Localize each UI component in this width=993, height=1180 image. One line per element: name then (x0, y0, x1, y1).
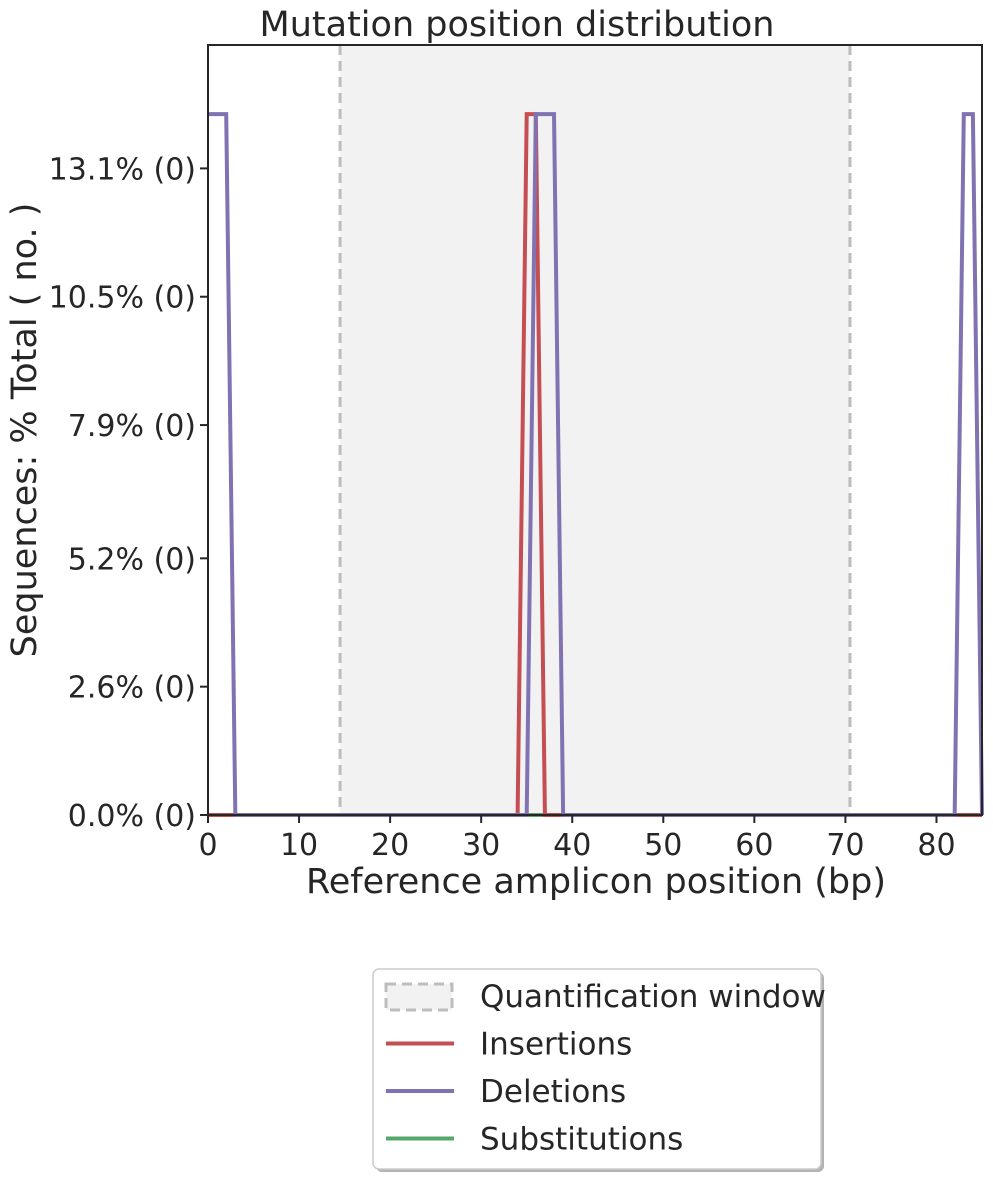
legend: Quantification window Insertions Deletions… (372, 968, 826, 1172)
plot-frame (207, 44, 983, 816)
quantification-window-layer (338, 45, 852, 815)
x-tick-label: 30 (462, 828, 500, 863)
legend-item: Quantification window (384, 979, 826, 1015)
legend-item: Insertions (386, 1027, 632, 1063)
y-tick-label: 10.5% (0) (49, 281, 196, 316)
chart-title: Mutation position distribution (260, 5, 775, 45)
x-tick-label: 50 (644, 828, 682, 863)
x-tick-label: 80 (917, 828, 955, 863)
legend-label: Substitutions (480, 1122, 683, 1158)
x-axis-title: Reference amplicon position (bp) (306, 862, 886, 902)
legend-item: Deletions (386, 1074, 626, 1110)
y-tick-label: 7.9% (0) (68, 409, 196, 444)
legend-label: Insertions (480, 1027, 632, 1063)
y-tick-label: 0.0% (0) (68, 799, 196, 834)
x-tick-label: 60 (735, 828, 773, 863)
legend-label: Quantification window (480, 979, 826, 1015)
y-axis-title: Sequences: % Total ( no. ) (5, 203, 45, 658)
x-tick-label: 10 (280, 828, 318, 863)
x-tick-label: 0 (198, 828, 217, 863)
legend-label: Deletions (480, 1074, 626, 1110)
legend-item: Substitutions (386, 1122, 683, 1158)
x-tick-label: 70 (826, 828, 864, 863)
legend-box (372, 968, 822, 1170)
quantification-window-area (340, 45, 850, 815)
series-line-deletions (208, 112, 984, 817)
x-tick-label: 40 (553, 828, 591, 863)
legend-swatch-quantification-window (384, 982, 454, 1012)
y-tick-label: 5.2% (0) (68, 542, 196, 577)
y-tick-label: 2.6% (0) (68, 671, 196, 706)
x-tick-label: 20 (371, 828, 409, 863)
x-axis-ticks: 0 10 20 30 40 50 60 70 80 (198, 815, 956, 863)
y-axis-ticks: 0.0% (0) 2.6% (0) 5.2% (0) 7.9% (0) 10.5% (0… (49, 152, 208, 834)
y-tick-label: 13.1% (0) (49, 152, 196, 187)
legend-items: Quantification window Insertions Deletions… (384, 979, 826, 1158)
